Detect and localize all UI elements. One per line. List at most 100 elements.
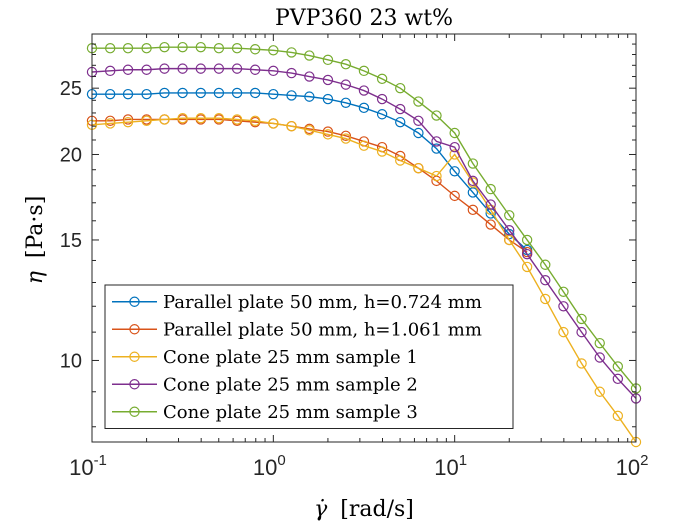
data-point (540, 275, 551, 286)
data-point (322, 129, 334, 140)
data-point (431, 136, 442, 147)
data-point (521, 248, 533, 260)
data-point (268, 88, 279, 100)
y-tick-label: 25 (60, 78, 82, 100)
data-point (104, 88, 116, 100)
data-point (122, 88, 134, 100)
data-point (449, 141, 460, 153)
data-point (594, 386, 605, 397)
data-point (286, 47, 297, 58)
x-tick-label: 100 (253, 452, 286, 480)
data-point (504, 210, 515, 221)
legend-item: Cone plate 25 mm sample 1 (112, 347, 418, 368)
data-point (231, 63, 243, 74)
data-point (594, 352, 605, 363)
data-point (177, 87, 188, 99)
data-point (268, 65, 279, 77)
data-point (449, 166, 460, 177)
data-point (231, 43, 243, 54)
data-point (485, 199, 496, 210)
data-point (268, 118, 279, 129)
legend-marker (129, 296, 140, 307)
y-tick-label: 10 (60, 350, 82, 372)
x-axis-unit: [rad/s] (340, 497, 414, 522)
data-point (195, 41, 206, 53)
tick-labels: 10-1 100 101 102 10 15 20 25 (60, 78, 649, 480)
y-tick-label: 15 (60, 230, 82, 252)
y-axis-symbol: η (23, 271, 48, 284)
data-point (340, 59, 352, 70)
legend-item: Cone plate 25 mm sample 3 (112, 402, 418, 423)
data-point (231, 114, 243, 125)
data-point (304, 91, 315, 102)
data-point (177, 112, 188, 124)
data-point (249, 115, 261, 127)
data-point (340, 79, 352, 90)
data-point (304, 125, 315, 136)
data-point (195, 63, 206, 74)
series-line (92, 46, 637, 389)
legend-item: Parallel plate 50 mm, h=1.061 mm (112, 319, 482, 340)
data-point (304, 50, 315, 61)
data-point (268, 45, 279, 56)
data-point (413, 162, 424, 174)
series-line (91, 117, 637, 443)
x-tick-label: 102 (616, 452, 649, 480)
data-point (576, 313, 587, 325)
data-point (249, 87, 261, 99)
legend-marker (129, 351, 140, 362)
legend-label: Cone plate 25 mm sample 1 (163, 347, 418, 368)
data-point (521, 234, 533, 246)
legend-marker (129, 324, 140, 335)
data-point (213, 87, 225, 99)
data-point (413, 115, 424, 127)
legend-marker (129, 406, 140, 417)
data-point (395, 82, 406, 94)
data-point (340, 97, 352, 108)
legend-label: Parallel plate 50 mm, h=1.061 mm (163, 319, 482, 340)
data-point (195, 112, 206, 124)
axes-layer (91, 33, 637, 443)
data-point (141, 115, 152, 127)
data-point (322, 126, 334, 137)
series-line (92, 92, 528, 251)
data-point (249, 64, 261, 75)
data-point (558, 301, 569, 312)
chart-title: PVP360 23 wt% (275, 6, 453, 31)
series-line (91, 67, 637, 399)
data-point (449, 190, 460, 202)
data-point (141, 64, 152, 75)
data-point (521, 261, 533, 273)
data-point (340, 130, 352, 141)
data-point (376, 109, 388, 120)
data-point (159, 63, 170, 74)
legend-label: Cone plate 25 mm sample 3 (163, 402, 418, 423)
data-point (358, 65, 370, 77)
data-point (540, 259, 551, 270)
data-point (612, 410, 624, 422)
data-point (395, 155, 406, 166)
legend-marker (129, 379, 140, 390)
y-axis-label: η [Pa·s] (23, 196, 48, 285)
data-point (340, 133, 352, 144)
legend-item: Cone plate 25 mm sample 2 (112, 374, 418, 395)
data-point (431, 143, 442, 154)
data-point (177, 63, 188, 74)
data-point (576, 326, 587, 338)
data-point (594, 337, 605, 349)
data-point (122, 116, 134, 128)
data-point (104, 65, 116, 77)
data-point (141, 88, 152, 100)
data-point (322, 74, 334, 86)
data-point (358, 85, 370, 96)
legend-box (104, 284, 514, 429)
data-point (413, 127, 424, 139)
data-point (104, 118, 116, 129)
data-point (122, 43, 134, 54)
x-tick-label: 10-1 (69, 452, 107, 480)
data-point (395, 116, 406, 128)
data-point (104, 115, 116, 127)
data-point (177, 41, 188, 53)
data-point (159, 114, 170, 125)
